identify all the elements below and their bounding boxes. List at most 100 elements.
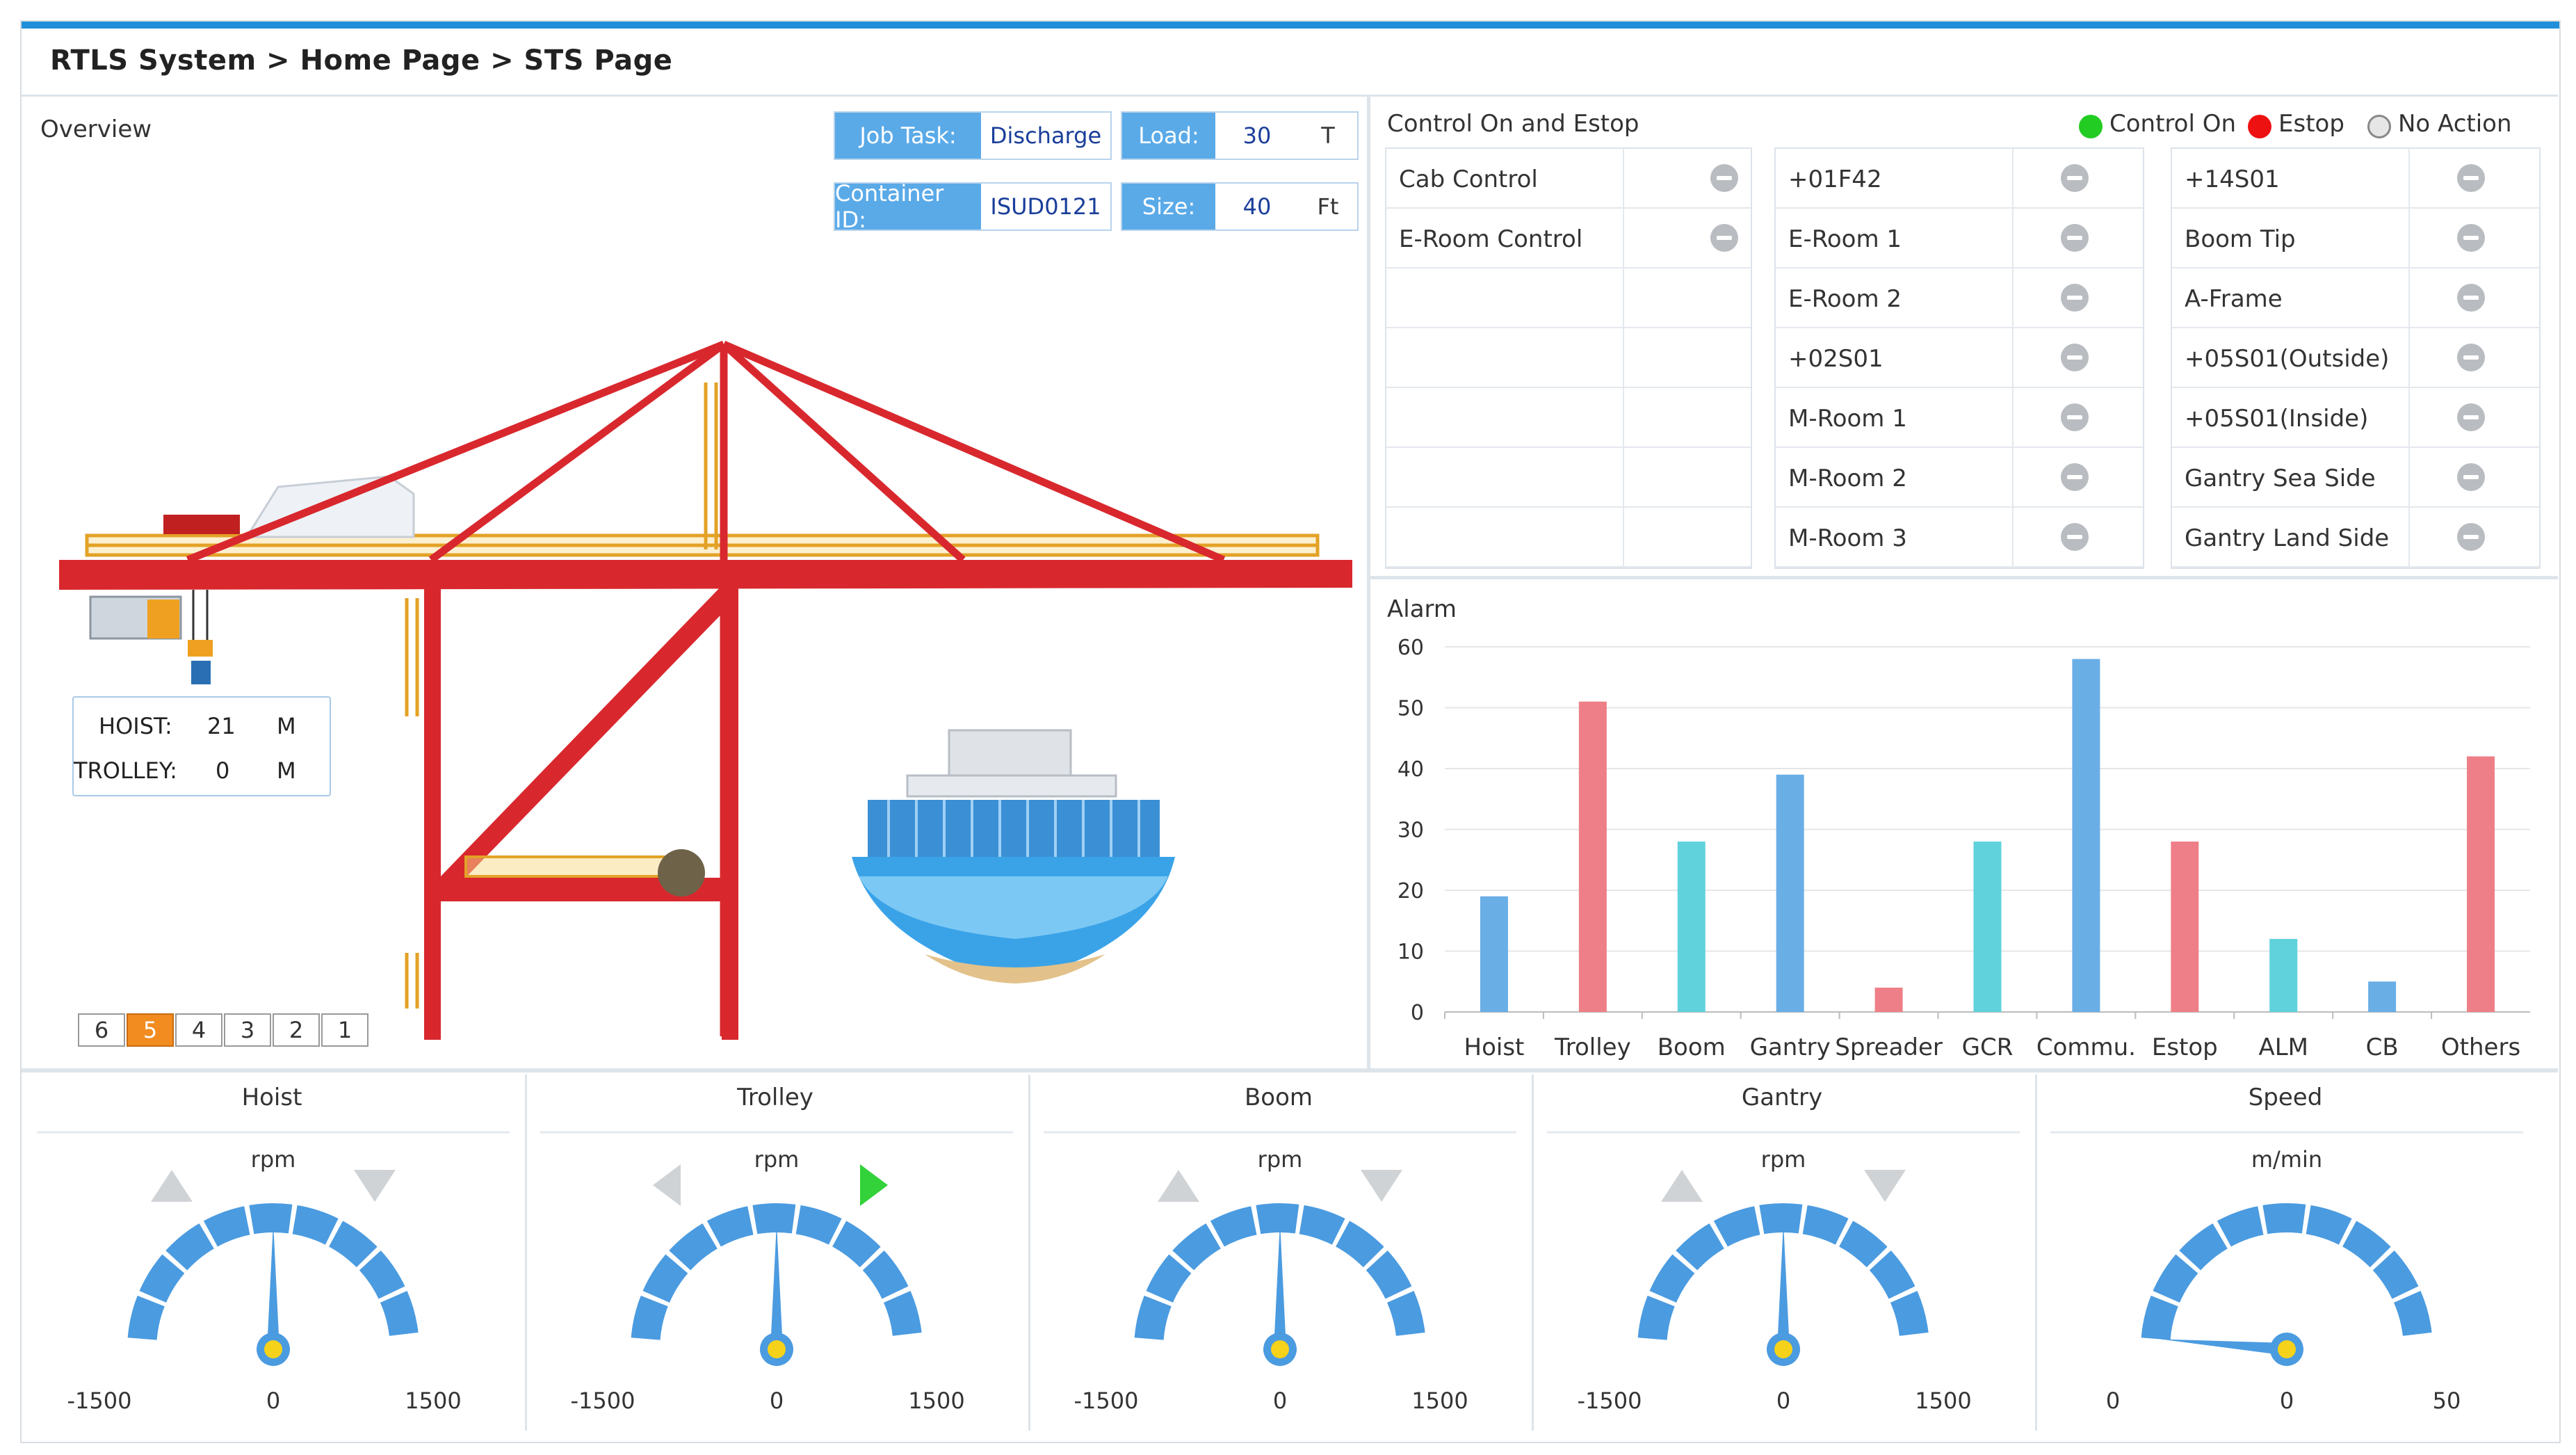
no-action-status-icon[interactable] [2061,523,2089,551]
portal-catwalk [464,855,697,878]
size-unit: Ft [1317,193,1339,220]
gauge-needle [2160,1339,2287,1356]
control-cell-divider [1623,268,1624,327]
alarm-bar-spreader[interactable] [1874,988,1903,1012]
up-arrow-icon[interactable] [1661,1170,1703,1202]
alarm-bar-others[interactable] [2467,756,2495,1013]
control-point-label: E-Room 1 [1788,225,1902,253]
down-arrow-icon[interactable] [1864,1170,1906,1202]
gauge-arc-segment [359,1251,405,1299]
control-point-label: +05S01(Inside) [2185,405,2369,433]
right-arrow-icon[interactable] [860,1164,888,1206]
control-cell-divider [2408,508,2410,566]
up-arrow-icon[interactable] [151,1170,193,1202]
alarm-ytick-label: 60 [1398,636,1424,660]
gauge-arc-segment [669,1223,718,1271]
page-button-2[interactable]: 2 [273,1013,320,1047]
up-arrow-icon[interactable] [1158,1170,1199,1202]
page-button-5[interactable]: 5 [127,1013,174,1047]
load-value: 30 [1242,122,1272,149]
gauge-scale-min: -1500 [67,1388,132,1414]
control-cell-divider [2012,149,2014,207]
no-action-status-icon[interactable] [2061,164,2089,192]
alarm-bar-cb[interactable] [2368,981,2397,1012]
legend-dot-no-action [2367,115,2391,138]
job-task-label: Job Task: [835,113,981,159]
control-row: +05S01(Inside) [2172,388,2539,448]
control-cell-divider [1623,448,1624,506]
control-row: +14S01 [2172,149,2539,209]
gauge-scale-mid: 0 [2279,1388,2294,1414]
alarm-bar-gcr[interactable] [1973,842,2002,1012]
no-action-status-icon[interactable] [2457,403,2485,431]
alarm-bar-trolley[interactable] [1578,701,1607,1012]
control-point-label: +05S01(Outside) [2185,345,2390,373]
page-button-4[interactable]: 4 [175,1013,222,1047]
gauge-hub-center [768,1340,786,1358]
no-action-status-icon[interactable] [2457,344,2485,371]
alarm-bar-commu[interactable] [2072,659,2100,1013]
header-divider [22,95,2558,97]
no-action-status-icon[interactable] [2457,284,2485,312]
alarm-bar-estop[interactable] [2171,842,2199,1012]
control-row: E-Room Control [1386,209,1751,268]
no-action-status-icon[interactable] [2457,164,2485,192]
gauge-scale-max: 1500 [1411,1388,1468,1414]
no-action-status-icon[interactable] [2457,463,2485,491]
no-action-status-icon[interactable] [1710,164,1738,192]
control-row [1386,388,1751,448]
control-row [1386,328,1751,388]
alarm-category-label: Trolley [1554,1034,1631,1061]
breadcrumb[interactable]: RTLS System > Home Page > STS Page [50,45,673,77]
down-arrow-icon[interactable] [354,1170,396,1202]
no-action-status-icon[interactable] [2061,344,2089,371]
no-action-status-icon[interactable] [2061,284,2089,312]
left-arrow-icon[interactable] [653,1164,681,1206]
alarm-bar-boom[interactable] [1677,842,1706,1012]
alarm-category-label: CB [2366,1034,2399,1061]
no-action-status-icon[interactable] [1710,224,1738,252]
gauge-scale-max: 50 [2432,1388,2461,1414]
panel-divider-right [1370,576,2558,579]
control-title: Control On and Estop [1387,110,1639,138]
control-column-3: +14S01 Boom Tip A-Frame +05S01(Outside) +05S… [2171,147,2541,569]
gauge-hub-center [2278,1340,2296,1358]
gauge-arc-segment [1210,1206,1257,1247]
alarm-bar-hoist[interactable] [1480,896,1508,1012]
no-action-status-icon[interactable] [2457,523,2485,551]
control-point-label: Cab Control [1399,166,1538,193]
control-cell-divider [2408,328,2410,387]
down-arrow-icon[interactable] [1361,1170,1402,1202]
control-point-label: Gantry Sea Side [2185,465,2376,492]
gauge-arc-segment [706,1206,754,1247]
size-box: Size: 40 Ft [1121,182,1359,231]
control-cell-divider [2012,209,2014,267]
page-button-6[interactable]: 6 [78,1013,125,1047]
alarm-bar-gantry[interactable] [1776,774,1804,1012]
no-action-status-icon[interactable] [2457,224,2485,252]
trolley-unit: M [277,757,296,784]
page-button-1[interactable]: 1 [321,1013,368,1047]
alarm-category-label: Gantry [1750,1034,1831,1061]
gauge-arc-segment [292,1205,339,1245]
no-action-status-icon[interactable] [2061,403,2089,431]
container-id-value: ISUD0121 [990,193,1101,220]
gauge-arc-segment [795,1205,842,1245]
alarm-category-label: Boom [1658,1034,1726,1061]
legend-dot-estop [2248,115,2271,138]
page-button-3[interactable]: 3 [224,1013,271,1047]
control-row: +05S01(Outside) [2172,328,2539,388]
control-column-2: +01F42 E-Room 1 E-Room 2 +02S01 M-Room 1 M-Ro… [1774,147,2144,569]
gauge-hub-center [1774,1340,1792,1358]
gauge-arc-segment [1802,1205,1849,1245]
gauge-gantry [1547,1131,2020,1366]
gauge-title: Trolley [737,1084,813,1111]
alarm-bar-alm[interactable] [2269,939,2298,1012]
gauge-arc-segment [1172,1223,1221,1271]
gauge-unit: rpm [1760,1146,1806,1173]
control-point-label: M-Room 1 [1788,405,1907,433]
control-point-label: E-Room 2 [1788,285,1902,313]
gauge-scale-mid: 0 [266,1388,281,1414]
no-action-status-icon[interactable] [2061,224,2089,252]
no-action-status-icon[interactable] [2061,463,2089,491]
